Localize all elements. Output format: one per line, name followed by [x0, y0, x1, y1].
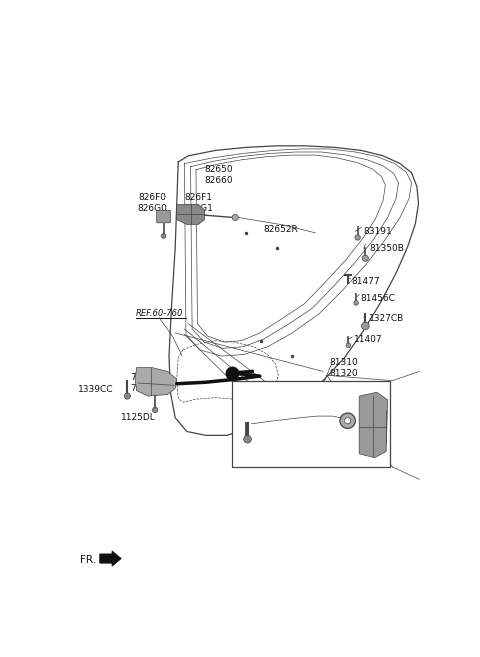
Text: 81456C: 81456C [360, 294, 395, 303]
Text: 1327CB: 1327CB [369, 313, 405, 323]
Text: 82650
82660: 82650 82660 [205, 165, 233, 185]
FancyBboxPatch shape [232, 380, 390, 467]
Text: REF.60-760: REF.60-760 [136, 309, 183, 317]
Polygon shape [177, 204, 204, 225]
Text: 81310
81320: 81310 81320 [329, 357, 358, 378]
Text: 81473E
81483A: 81473E 81483A [240, 438, 275, 459]
Text: 826F1
826G1: 826F1 826G1 [183, 193, 213, 213]
Circle shape [244, 436, 252, 443]
Text: 813D1
813D2: 813D1 813D2 [301, 424, 331, 445]
Text: 826F0
826G0: 826F0 826G0 [137, 193, 167, 213]
Circle shape [340, 413, 355, 428]
Circle shape [232, 214, 238, 221]
Circle shape [124, 393, 131, 399]
Text: 81477: 81477 [351, 277, 380, 286]
Polygon shape [100, 551, 121, 566]
FancyBboxPatch shape [156, 210, 170, 223]
Text: 11407: 11407 [354, 335, 383, 344]
Polygon shape [359, 392, 388, 458]
Circle shape [361, 322, 369, 330]
Circle shape [346, 343, 351, 348]
Text: FR.: FR. [81, 555, 96, 565]
Circle shape [345, 418, 351, 424]
Text: 1125DL: 1125DL [121, 413, 156, 422]
Text: 82652R: 82652R [263, 225, 298, 234]
Circle shape [161, 234, 166, 238]
Text: 1339CC: 1339CC [78, 385, 114, 394]
Text: 813F1
813F2: 813F1 813F2 [323, 384, 351, 405]
Circle shape [362, 255, 369, 261]
Circle shape [355, 235, 360, 240]
Text: 83191: 83191 [363, 227, 392, 236]
Text: 81350B: 81350B [369, 244, 404, 254]
Polygon shape [135, 367, 177, 396]
Circle shape [153, 407, 158, 413]
Circle shape [354, 301, 359, 306]
Text: 79380
79390: 79380 79390 [130, 373, 159, 393]
